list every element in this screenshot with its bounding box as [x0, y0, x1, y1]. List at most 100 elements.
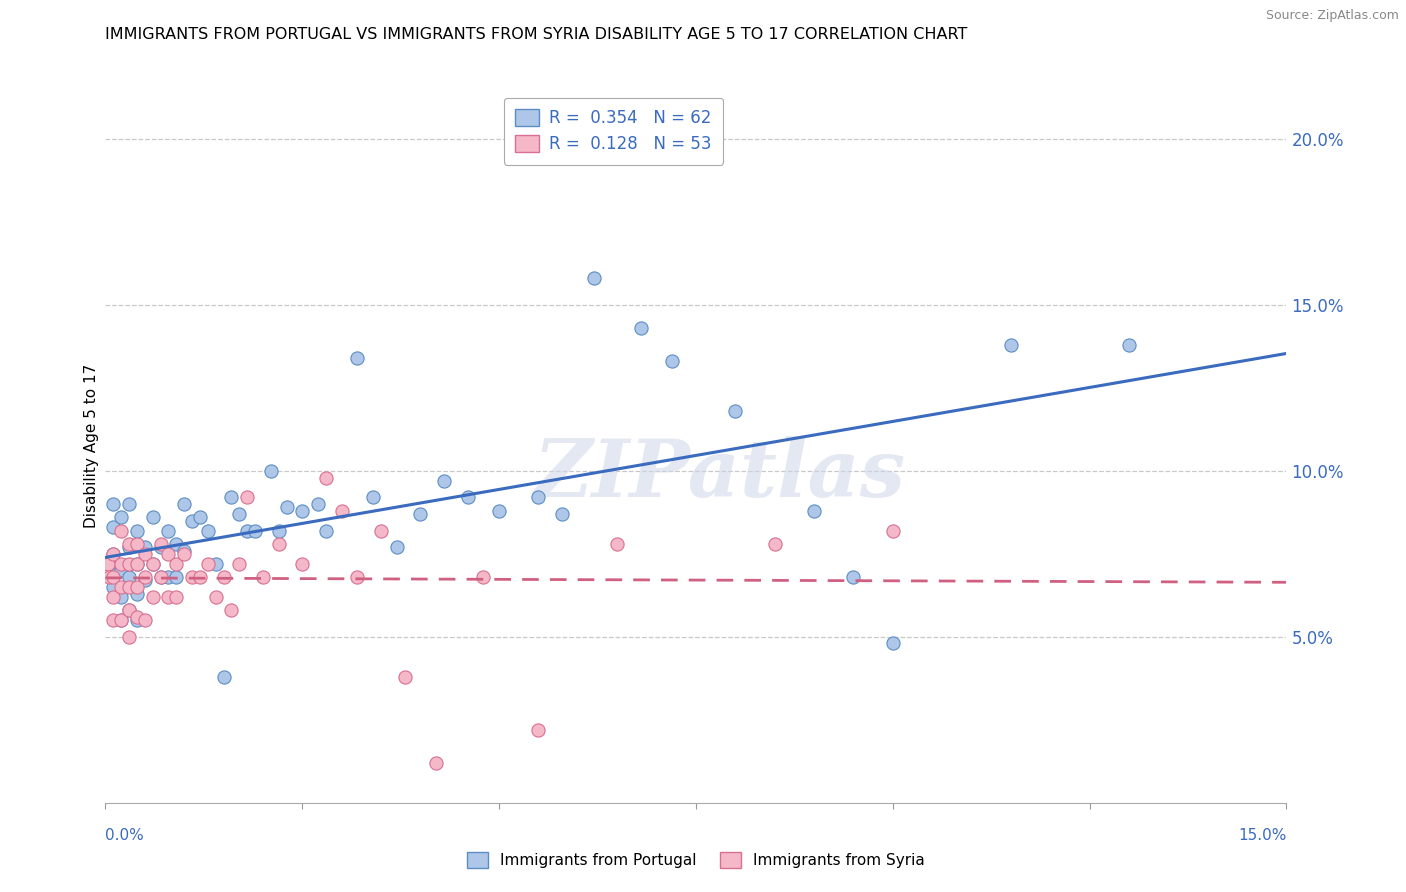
Point	[157, 590, 180, 604]
Point	[125, 537, 148, 551]
Point	[582, 271, 605, 285]
Point	[118, 537, 141, 551]
Point	[204, 557, 226, 571]
Point	[125, 587, 148, 601]
Point	[370, 524, 392, 538]
Point	[394, 670, 416, 684]
Point	[882, 524, 904, 538]
Point	[276, 500, 298, 515]
Point	[165, 570, 187, 584]
Point	[149, 570, 172, 584]
Point	[118, 497, 141, 511]
Point	[181, 514, 204, 528]
Point	[103, 580, 125, 594]
Point	[149, 570, 172, 584]
Point	[118, 580, 141, 594]
Point	[315, 524, 337, 538]
Point	[103, 590, 125, 604]
Point	[118, 630, 141, 644]
Point	[606, 537, 628, 551]
Point	[134, 574, 156, 588]
Point	[165, 590, 187, 604]
Point	[103, 547, 125, 561]
Point	[212, 570, 235, 584]
Text: 0.0%: 0.0%	[105, 828, 145, 843]
Point	[173, 543, 195, 558]
Point	[142, 590, 165, 604]
Point	[221, 491, 243, 505]
Point	[661, 354, 683, 368]
Point	[125, 557, 148, 571]
Point	[110, 564, 132, 578]
Point	[803, 504, 825, 518]
Point	[142, 510, 165, 524]
Point	[433, 474, 456, 488]
Legend: Immigrants from Portugal, Immigrants from Syria: Immigrants from Portugal, Immigrants fro…	[457, 843, 935, 877]
Point	[97, 557, 120, 571]
Point	[149, 540, 172, 554]
Point	[724, 404, 747, 418]
Point	[842, 570, 865, 584]
Point	[134, 547, 156, 561]
Point	[134, 570, 156, 584]
Point	[103, 497, 125, 511]
Point	[472, 570, 495, 584]
Point	[134, 540, 156, 554]
Point	[110, 557, 132, 571]
Point	[236, 524, 259, 538]
Point	[330, 504, 353, 518]
Point	[425, 756, 447, 770]
Point	[409, 507, 432, 521]
Point	[110, 524, 132, 538]
Point	[103, 613, 125, 627]
Point	[125, 580, 148, 594]
Point	[212, 670, 235, 684]
Point	[157, 547, 180, 561]
Point	[110, 580, 132, 594]
Point	[551, 507, 574, 521]
Point	[267, 537, 290, 551]
Point	[346, 351, 368, 365]
Point	[118, 540, 141, 554]
Point	[165, 537, 187, 551]
Point	[197, 557, 219, 571]
Point	[98, 570, 121, 584]
Point	[173, 497, 195, 511]
Point	[204, 590, 226, 604]
Point	[118, 603, 141, 617]
Point	[173, 547, 195, 561]
Point	[221, 603, 243, 617]
Point	[110, 510, 132, 524]
Point	[103, 547, 125, 561]
Y-axis label: Disability Age 5 to 17: Disability Age 5 to 17	[84, 364, 98, 528]
Point	[103, 520, 125, 534]
Point	[1000, 338, 1022, 352]
Point	[260, 464, 283, 478]
Point	[118, 570, 141, 584]
Point	[118, 603, 141, 617]
Point	[188, 510, 211, 524]
Point	[181, 570, 204, 584]
Point	[1118, 338, 1140, 352]
Point	[267, 524, 290, 538]
Point	[385, 540, 408, 554]
Point	[142, 557, 165, 571]
Point	[228, 557, 250, 571]
Point	[188, 570, 211, 584]
Point	[291, 557, 314, 571]
Text: ZIPatlas: ZIPatlas	[533, 436, 905, 513]
Point	[157, 524, 180, 538]
Point	[291, 504, 314, 518]
Point	[527, 723, 550, 737]
Point	[110, 613, 132, 627]
Point	[125, 524, 148, 538]
Point	[236, 491, 259, 505]
Point	[165, 557, 187, 571]
Text: IMMIGRANTS FROM PORTUGAL VS IMMIGRANTS FROM SYRIA DISABILITY AGE 5 TO 17 CORRELA: IMMIGRANTS FROM PORTUGAL VS IMMIGRANTS F…	[105, 27, 967, 42]
Point	[125, 610, 148, 624]
Point	[125, 613, 148, 627]
Point	[346, 570, 368, 584]
Point	[98, 557, 121, 571]
Point	[488, 504, 510, 518]
Point	[307, 497, 329, 511]
